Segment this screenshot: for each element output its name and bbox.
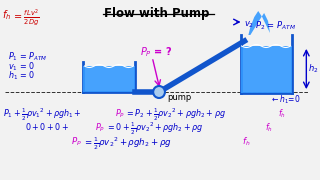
Text: pump: pump — [167, 93, 191, 102]
Text: $P_P$: $P_P$ — [115, 107, 125, 120]
Text: $f_h$: $f_h$ — [265, 121, 273, 134]
Text: $h_2$: $h_2$ — [308, 63, 319, 75]
Polygon shape — [248, 11, 270, 35]
Circle shape — [153, 86, 165, 98]
Bar — [241, 46, 292, 93]
Text: $f_h$: $f_h$ — [278, 107, 286, 120]
Text: $f_h$: $f_h$ — [2, 8, 11, 22]
Text: $P_1$ = $P_{ATM}$: $P_1$ = $P_{ATM}$ — [8, 50, 47, 62]
Text: $\leftarrow h_1$=0: $\leftarrow h_1$=0 — [270, 93, 300, 105]
Text: $f_h$: $f_h$ — [242, 136, 250, 148]
Text: $= \frac{fLv^2}{2Dg}$: $= \frac{fLv^2}{2Dg}$ — [12, 8, 40, 28]
Text: $0 + 0 + 0 +$: $0 + 0 + 0 +$ — [25, 121, 69, 132]
Text: $v_2$: $v_2$ — [244, 19, 255, 30]
Text: $P_P$: $P_P$ — [95, 121, 105, 134]
Text: $h_1$ = 0: $h_1$ = 0 — [8, 69, 35, 82]
Text: $P_P$: $P_P$ — [71, 136, 82, 148]
Text: $P_1+\frac{1}{2}\rho v_1{}^2+\rho g h_1+$: $P_1+\frac{1}{2}\rho v_1{}^2+\rho g h_1+… — [3, 107, 82, 123]
Text: $P_P$ = ?: $P_P$ = ? — [140, 45, 173, 59]
Text: $v_1$ = 0: $v_1$ = 0 — [8, 60, 35, 73]
Text: $= \frac{1}{2}\rho v_2{}^2+\rho g h_2+\rho g$: $= \frac{1}{2}\rho v_2{}^2+\rho g h_2+\r… — [84, 136, 172, 152]
Text: Flow with Pump: Flow with Pump — [104, 7, 210, 20]
Text: $= 0+\frac{1}{2}\rho v_2{}^2+\rho g h_2+\rho g$: $= 0+\frac{1}{2}\rho v_2{}^2+\rho g h_2+… — [106, 121, 204, 137]
Text: $P_2$ = $P_{ATM}$: $P_2$ = $P_{ATM}$ — [255, 19, 296, 31]
Bar — [84, 66, 134, 92]
Text: $= P_2+\frac{1}{2}\rho v_2{}^2+\rho g h_2+\rho g$: $= P_2+\frac{1}{2}\rho v_2{}^2+\rho g h_… — [125, 107, 226, 123]
